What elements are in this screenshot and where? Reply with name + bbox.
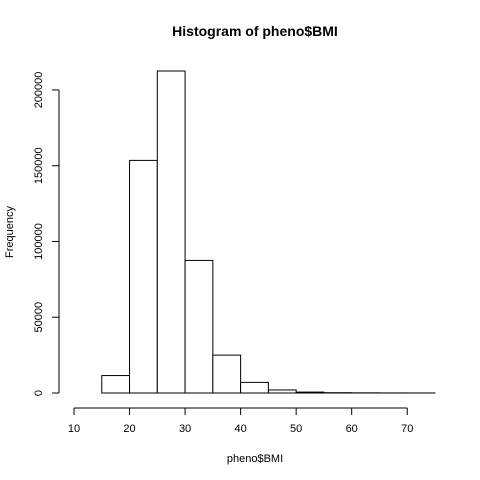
x-tick-label-70: 70 xyxy=(401,423,413,435)
histogram-bar-50-55 xyxy=(295,391,325,394)
y-tick-label-150000: 150000 xyxy=(33,147,45,184)
y-axis-label: Frequency xyxy=(4,206,16,258)
x-tick-label-20: 20 xyxy=(123,423,135,435)
y-tick-label-50000: 50000 xyxy=(33,302,45,333)
x-tick-label-60: 60 xyxy=(346,423,358,435)
y-tick-label-200000: 200000 xyxy=(33,72,45,109)
histogram-bar-20-25 xyxy=(129,159,158,394)
histogram-bar-15-20 xyxy=(101,375,131,394)
bars-group xyxy=(101,70,436,394)
histogram-bar-45-50 xyxy=(267,389,297,394)
x-tick-label-40: 40 xyxy=(234,423,246,435)
histogram-bar-40-45 xyxy=(240,381,269,394)
histogram-bar-25-30 xyxy=(156,70,186,394)
histogram-bar-35-40 xyxy=(212,354,242,394)
x-axis-label: pheno$BMI xyxy=(227,453,283,465)
x-tick-label-30: 30 xyxy=(179,423,191,435)
x-tick-label-50: 50 xyxy=(290,423,302,435)
histogram-bar-30-35 xyxy=(184,259,214,394)
chart-title: Histogram of pheno$BMI xyxy=(172,23,338,39)
y-tick-label-100000: 100000 xyxy=(33,223,45,260)
y-tick-label-0: 0 xyxy=(33,390,45,396)
x-tick-label-10: 10 xyxy=(68,423,80,435)
y-axis: 0 50000 100000 150000 200000 xyxy=(33,72,60,396)
x-axis: 10 20 30 40 50 60 70 xyxy=(68,407,413,435)
